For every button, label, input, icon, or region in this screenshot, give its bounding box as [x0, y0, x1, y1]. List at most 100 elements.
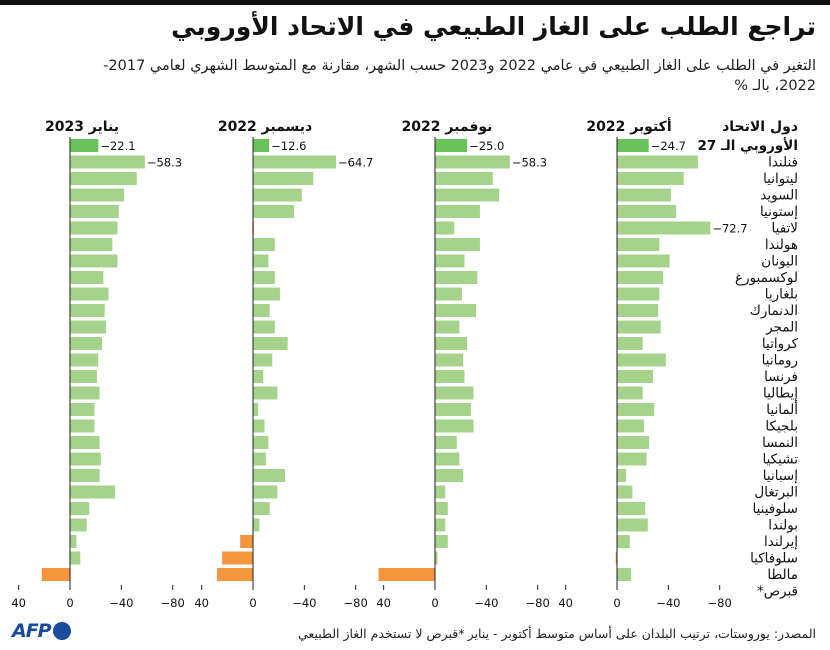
bar-0-4 — [617, 205, 677, 218]
country-label-26: مالطا — [767, 567, 798, 583]
tick-label-2-0: 40 — [194, 596, 209, 610]
bar-0-8 — [617, 271, 664, 284]
country-label-9: بلغاريا — [765, 287, 798, 303]
bar-3-11 — [70, 320, 106, 334]
bar-3-25 — [70, 551, 81, 565]
country-label-12: كرواتيا — [762, 336, 799, 352]
bar-3-20 — [70, 469, 100, 482]
bar-2-2 — [253, 172, 314, 185]
bar-2-17 — [253, 419, 265, 433]
country-label-3: السويد — [760, 188, 798, 204]
bar-3-14 — [70, 370, 97, 383]
bar-0-12 — [617, 337, 643, 350]
afp-logo-circle — [52, 622, 71, 640]
chart-title: تراجع الطلب على الغاز الطبيعي في الاتحاد… — [171, 12, 816, 41]
country-label-20: إسبانيا — [763, 468, 798, 484]
bar-3-3 — [70, 188, 124, 202]
bar-2-0 — [253, 139, 270, 152]
bar-1-1 — [435, 155, 510, 169]
tick-label-0-1: 0 — [613, 596, 620, 610]
bar-2-3 — [253, 188, 302, 202]
tick-label-0-2: −40 — [656, 596, 680, 610]
bar-2-7 — [253, 254, 269, 268]
bar-1-12 — [435, 337, 468, 350]
country-label-0: الأوروبي الـ 27 — [698, 137, 798, 154]
bar-3-17 — [70, 419, 95, 433]
bar-0-16 — [617, 403, 655, 416]
bar-0-1 — [617, 155, 698, 169]
cyprus-footnote: *قبرص لا تستخدم الغاز الطبيعي — [298, 626, 465, 641]
country-label-15: إيطاليا — [763, 386, 798, 402]
bar-0-9 — [617, 287, 660, 301]
country-label-6: هولندا — [765, 237, 798, 253]
bar-0-18 — [617, 436, 650, 449]
country-label-10: الدنمارك — [750, 303, 798, 319]
country-label-4: إستونيا — [760, 204, 798, 220]
bar-2-16 — [253, 403, 259, 416]
bar-0-22 — [617, 502, 646, 515]
bar-2-22 — [253, 502, 270, 515]
bar-1-13 — [435, 353, 464, 367]
data-label-2-0: −12.6 — [271, 139, 306, 153]
data-label-1-0: −25.0 — [469, 139, 504, 153]
data-label-0-0: −24.7 — [651, 139, 686, 153]
country-label-7: اليونان — [761, 254, 798, 270]
tick-label-3-2: −40 — [109, 596, 133, 610]
bar-1-10 — [435, 304, 477, 317]
tick-label-1-0: 40 — [376, 596, 391, 610]
tick-label-3-1: 0 — [66, 596, 73, 610]
bar-0-2 — [617, 172, 684, 185]
bar-2-12 — [253, 337, 288, 350]
bar-2-6 — [253, 238, 275, 251]
data-label-3-1: −58.3 — [147, 156, 182, 170]
country-label-25: سلوفاكيا — [750, 551, 798, 567]
country-label-13: رومانيا — [762, 353, 798, 369]
bar-2-1 — [253, 155, 337, 169]
afp-logo-text: AFP — [12, 620, 52, 642]
bar-1-14 — [435, 370, 465, 383]
tick-label-1-3: −80 — [526, 596, 550, 610]
country-label-22: سلوفينيا — [752, 501, 798, 517]
tick-label-2-1: 0 — [249, 596, 256, 610]
bar-3-23 — [70, 518, 87, 532]
bar-1-9 — [435, 287, 462, 301]
bar-3-13 — [70, 353, 99, 367]
bar-2-10 — [253, 304, 270, 317]
bar-1-0 — [435, 139, 468, 152]
bar-1-3 — [435, 188, 500, 202]
bar-2-26 — [217, 568, 253, 581]
panel-header-2: ديسمبر 2022 — [218, 119, 312, 135]
tick-label-0-0: 40 — [558, 596, 573, 610]
afp-logo: AFP — [12, 620, 71, 642]
chart-area: أكتوبر 2022 −24.7 −72.7 40 0 −40 −80 نوفمبر 202… — [11, 117, 799, 610]
bar-0-0 — [617, 139, 649, 152]
bar-0-14 — [617, 370, 653, 383]
country-label-14: فرنسا — [764, 369, 798, 385]
bar-0-25 — [615, 551, 618, 565]
tick-label-3-3: −80 — [161, 596, 185, 610]
bar-3-2 — [70, 172, 137, 185]
bar-0-20 — [617, 469, 626, 482]
bar-1-23 — [435, 518, 446, 532]
bar-1-22 — [435, 502, 448, 515]
country-label-8: لوكسمبورغ — [735, 270, 798, 286]
top-rule — [0, 0, 830, 5]
country-label-19: تشيكيا — [762, 452, 798, 468]
bar-1-16 — [435, 403, 471, 416]
data-label-2-1: −64.7 — [338, 156, 373, 170]
country-label-27: قبرص* — [757, 584, 798, 600]
bar-1-25 — [435, 551, 438, 565]
bar-1-19 — [435, 452, 460, 466]
bar-0-26 — [617, 568, 632, 581]
country-label-23: بولندا — [768, 518, 798, 534]
bar-0-3 — [617, 188, 671, 202]
bar-3-21 — [70, 485, 115, 499]
bar-0-23 — [617, 518, 648, 532]
tick-label-1-1: 0 — [431, 596, 438, 610]
bar-3-5 — [70, 221, 118, 235]
bar-1-8 — [435, 271, 478, 284]
country-label-21: البرتغال — [754, 485, 798, 501]
bar-2-19 — [253, 452, 266, 466]
bar-2-8 — [253, 271, 275, 284]
bar-1-4 — [435, 205, 480, 218]
